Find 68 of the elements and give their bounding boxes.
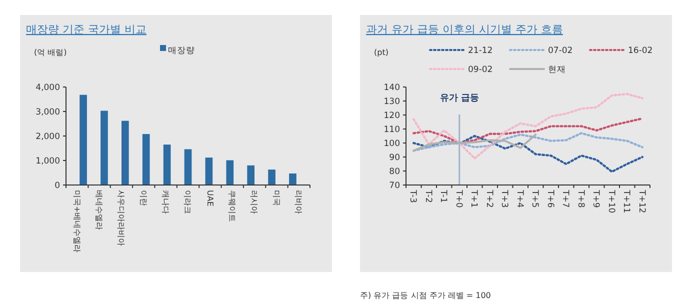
- y-tick-label: 130: [384, 96, 400, 107]
- legend-label: 현재: [548, 65, 566, 75]
- legend-label: 07-02: [548, 46, 573, 56]
- x-tick-label: 쿠웨이트: [228, 190, 237, 222]
- x-tick-label: T+1: [468, 189, 479, 208]
- x-tick-label: UAE: [205, 190, 214, 206]
- y-tick-label: 120: [384, 110, 400, 121]
- x-tick-label: T+12: [636, 189, 646, 214]
- line-series: [412, 134, 644, 173]
- x-tick-label: 이란: [138, 190, 148, 206]
- legend-label: 16-02: [628, 46, 653, 56]
- legend-label: 21-12: [468, 46, 493, 56]
- y-tick-label: 3,000: [36, 107, 60, 118]
- x-tick-label: T-3: [408, 189, 418, 203]
- y-tick-label: 90: [389, 152, 400, 163]
- x-tick-label: T+9: [590, 189, 601, 208]
- bar: [247, 165, 254, 185]
- y-tick-label: 0: [54, 180, 60, 191]
- x-tick-label: T-1: [438, 189, 448, 203]
- bar: [289, 173, 296, 185]
- y-tick-label: 1,000: [36, 156, 60, 166]
- x-tick-label: 미국: [272, 190, 281, 206]
- bar: [268, 170, 276, 185]
- x-tick-label: 러시아: [250, 190, 259, 214]
- y-axis-title: (pt): [374, 48, 388, 57]
- bar: [163, 144, 171, 185]
- x-tick-label: 캐나다: [161, 190, 170, 214]
- x-tick-label: T+6: [544, 189, 555, 208]
- text: 주) 유가 급등 시점 주가 레벨 = 100: [360, 291, 491, 300]
- x-tick-label: T+7: [560, 189, 570, 208]
- chart-title: 매장량 기준 국가별 비교: [26, 23, 146, 36]
- x-tick-label: T+4: [514, 189, 524, 208]
- x-tick-label: T+10: [606, 189, 616, 214]
- y-tick-label: 140: [384, 82, 400, 93]
- line-series: [412, 134, 537, 152]
- x-tick-label: 사우디아라비아: [116, 190, 126, 246]
- line-series: [412, 132, 644, 152]
- x-tick-label: T+3: [499, 189, 510, 208]
- y-tick-label: 110: [384, 124, 400, 135]
- bar: [205, 158, 213, 185]
- x-tick-label: 리비아: [294, 190, 304, 214]
- y-tick-label: 80: [389, 166, 400, 177]
- x-tick-label: 베네수엘라: [94, 190, 104, 230]
- y-tick-label: 100: [384, 138, 400, 149]
- x-tick-label: T+11: [621, 189, 632, 214]
- ref-line-label: 유가 급등: [440, 93, 479, 104]
- line-series: [412, 117, 644, 144]
- x-tick-label: T+0: [453, 189, 464, 208]
- y-tick-label: 2,000: [36, 132, 60, 142]
- bar: [226, 160, 234, 185]
- legend-label: 매장량: [168, 46, 195, 56]
- x-tick-label: 이라크: [183, 190, 192, 214]
- chart-title: 과거 유가 급등 이후의 시기별 주가 흐름: [366, 23, 563, 36]
- legend-label: 09-02: [468, 65, 493, 75]
- y-tick-label: 4,000: [36, 82, 60, 93]
- bar: [80, 94, 87, 185]
- x-tick-label: T+5: [530, 189, 540, 208]
- x-tick-label: T+2: [484, 189, 494, 208]
- y-axis-title: (억 배럴): [34, 48, 67, 57]
- line-series: [412, 92, 644, 160]
- bar: [100, 110, 108, 185]
- x-tick-label: T-2: [422, 189, 433, 203]
- bar: [122, 120, 129, 185]
- bar: [142, 134, 150, 185]
- y-tick-label: 70: [389, 180, 400, 191]
- bar: [184, 149, 192, 185]
- x-tick-label: 미국+베네수엘라: [72, 190, 82, 253]
- x-tick-label: T+8: [575, 189, 586, 208]
